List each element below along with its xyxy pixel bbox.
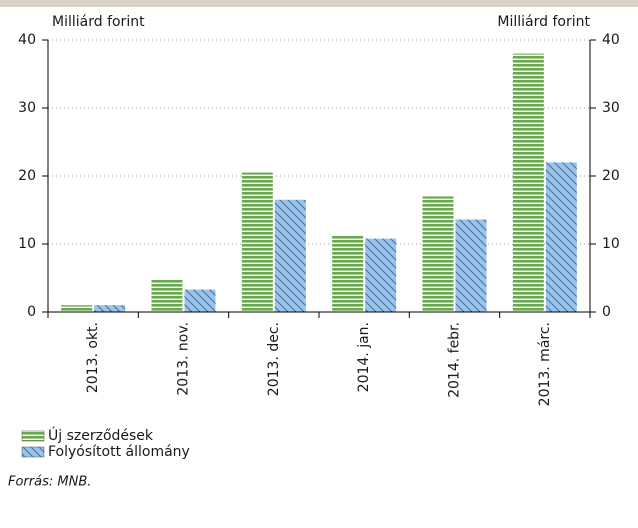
x-tick-label: 2013. márc. <box>537 322 553 406</box>
y-tick-label: 20 <box>18 168 36 184</box>
x-tick-label: 2014. febr. <box>447 322 463 398</box>
bar <box>274 199 306 312</box>
bar <box>94 305 126 312</box>
x-tick-label: 2013. dec. <box>266 322 282 396</box>
y2-tick-label: 40 <box>602 32 620 48</box>
bar <box>422 196 454 312</box>
bar <box>332 235 364 312</box>
bar <box>365 238 397 312</box>
bar <box>184 289 216 312</box>
y-tick-label: 30 <box>18 100 36 116</box>
y2-tick-label: 0 <box>602 304 611 320</box>
bar <box>545 162 577 312</box>
y-axis-label: Milliárd forint <box>52 14 145 30</box>
legend-label: Új szerződések <box>48 426 154 444</box>
y-tick-label: 0 <box>27 304 36 320</box>
bar <box>512 53 544 312</box>
bar <box>61 305 93 312</box>
y2-tick-label: 20 <box>602 168 620 184</box>
legend-label: Folyósított állomány <box>48 444 190 460</box>
legend-swatch <box>21 430 45 442</box>
y-tick-label: 10 <box>18 236 36 252</box>
x-tick-label: 2014. jan. <box>356 322 372 392</box>
source: Forrás: MNB. <box>8 475 91 490</box>
bar <box>455 219 487 312</box>
y2-tick-label: 10 <box>602 236 620 252</box>
bar <box>151 278 183 312</box>
y2-tick-label: 30 <box>602 100 620 116</box>
legend-swatch <box>21 446 45 458</box>
y-tick-label: 40 <box>18 32 36 48</box>
top-strip <box>0 0 638 7</box>
x-tick-label: 2013. nov. <box>176 322 192 396</box>
x-tick-label: 2013. okt. <box>85 322 101 393</box>
y2-axis-label: Milliárd forint <box>497 14 590 30</box>
bar <box>241 172 273 312</box>
